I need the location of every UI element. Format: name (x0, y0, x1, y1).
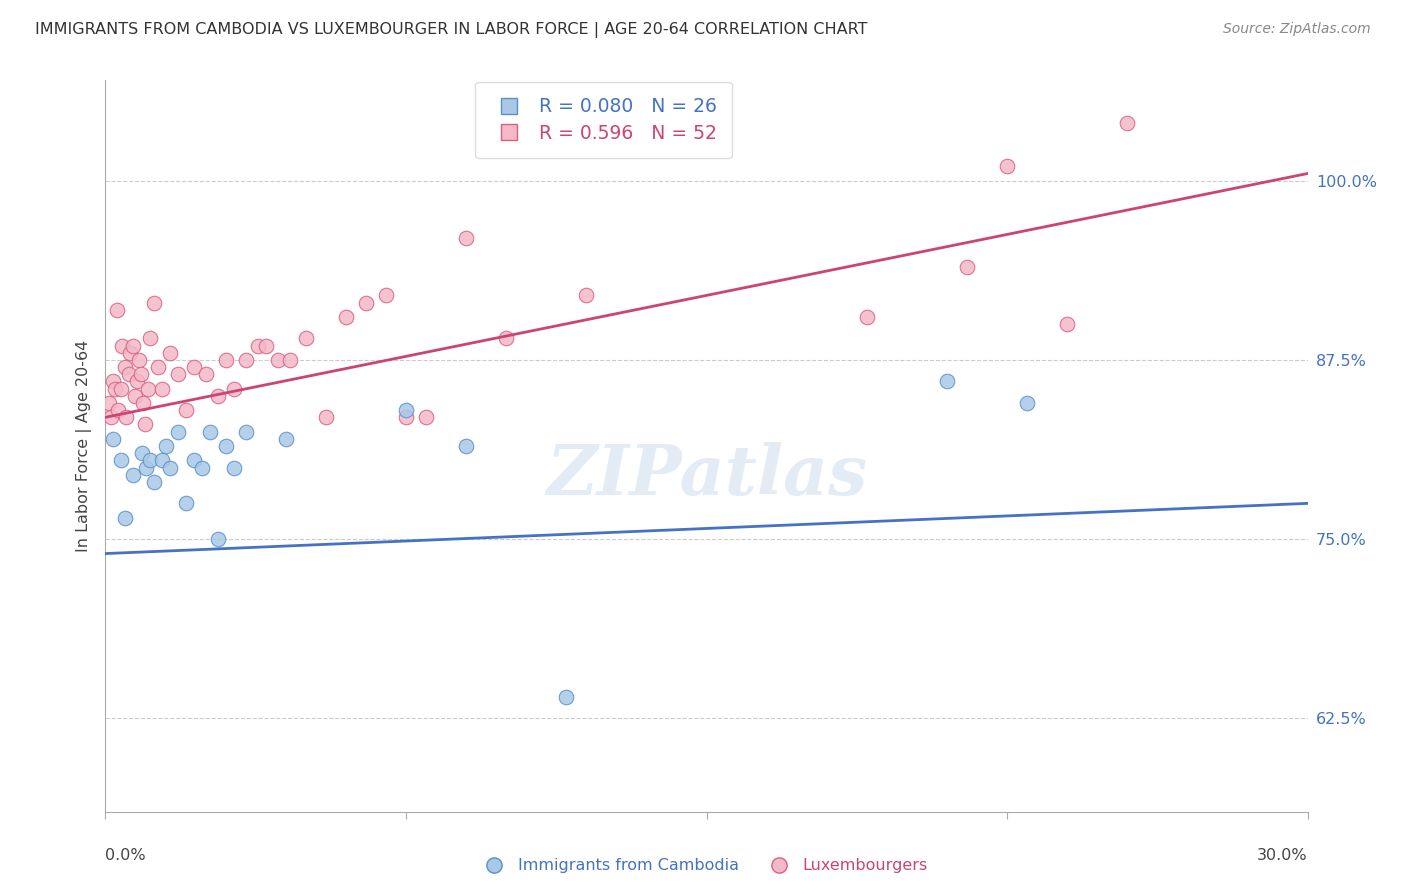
Point (150, 453, 173, 467)
Text: Source: ZipAtlas.com: Source: ZipAtlas.com (1223, 22, 1371, 37)
Point (1056, 317, 1078, 331)
Point (495, 331, 517, 345)
Point (138, 453, 160, 467)
Point (136, 382, 159, 396)
Point (110, 382, 132, 396)
Point (100, 410, 122, 425)
Point (956, 260, 979, 274)
Point (267, 353, 290, 368)
Point (121, 338, 143, 352)
Point (235, 353, 257, 368)
Point (134, 417, 156, 432)
Point (235, 425, 257, 439)
Point (374, 288, 398, 302)
Point (354, 295, 377, 310)
Point (183, 360, 205, 375)
Point (456, 231, 478, 245)
Point (124, 389, 146, 403)
Point (855, 310, 877, 324)
Text: 30.0%: 30.0% (1257, 848, 1308, 863)
Point (129, 368, 152, 382)
Point (105, 302, 128, 317)
Point (103, 432, 125, 446)
Point (120, 345, 142, 359)
Point (254, 338, 277, 352)
Legend: Immigrants from Cambodia, Luxembourgers: Immigrants from Cambodia, Luxembourgers (471, 852, 935, 880)
Point (415, 410, 437, 425)
Point (207, 533, 229, 547)
Point (222, 460, 245, 475)
Point (146, 360, 169, 375)
Point (98, 396, 121, 410)
Point (198, 425, 221, 439)
Point (118, 368, 141, 382)
Point (214, 439, 236, 453)
Point (135, 460, 157, 475)
Legend: R = 0.080   N = 26, R = 0.596   N = 52: R = 0.080 N = 26, R = 0.596 N = 52 (475, 82, 733, 158)
Point (174, 403, 197, 417)
Point (107, 403, 129, 417)
Point (122, 467, 145, 482)
Text: ZIPatlas: ZIPatlas (546, 442, 868, 509)
Point (395, 403, 418, 417)
Point (274, 432, 297, 446)
Point (159, 460, 181, 475)
Point (190, 460, 212, 475)
Point (315, 410, 337, 425)
Point (214, 353, 236, 368)
Point (295, 331, 318, 345)
Point (128, 353, 150, 368)
Point (246, 338, 269, 352)
Point (125, 375, 148, 389)
Point (183, 453, 205, 467)
Point (456, 439, 478, 453)
Point (166, 425, 188, 439)
Point (131, 446, 153, 460)
Point (155, 439, 177, 453)
Point (159, 345, 181, 359)
Point (1015, 396, 1038, 410)
Point (142, 295, 165, 310)
Point (222, 382, 245, 396)
Point (104, 382, 127, 396)
Point (103, 375, 125, 389)
Point (110, 453, 132, 467)
Point (207, 389, 229, 403)
Point (555, 690, 578, 704)
Point (278, 353, 301, 368)
Text: IMMIGRANTS FROM CAMBODIA VS LUXEMBOURGER IN LABOR FORCE | AGE 20-64 CORRELATION : IMMIGRANTS FROM CAMBODIA VS LUXEMBOURGER… (35, 22, 868, 38)
Point (995, 159, 1018, 173)
Y-axis label: In Labor Force | Age 20-64: In Labor Force | Age 20-64 (76, 340, 91, 552)
Point (174, 496, 197, 510)
Point (114, 510, 136, 524)
Point (142, 475, 165, 489)
Point (194, 368, 217, 382)
Point (114, 360, 136, 375)
Point (150, 382, 173, 396)
Text: 0.0%: 0.0% (105, 848, 146, 863)
Point (1116, 116, 1139, 130)
Point (575, 288, 598, 302)
Point (335, 310, 357, 324)
Point (115, 410, 138, 425)
Point (936, 375, 959, 389)
Point (139, 331, 162, 345)
Point (111, 338, 134, 352)
Point (132, 396, 155, 410)
Point (166, 368, 188, 382)
Point (395, 410, 418, 425)
